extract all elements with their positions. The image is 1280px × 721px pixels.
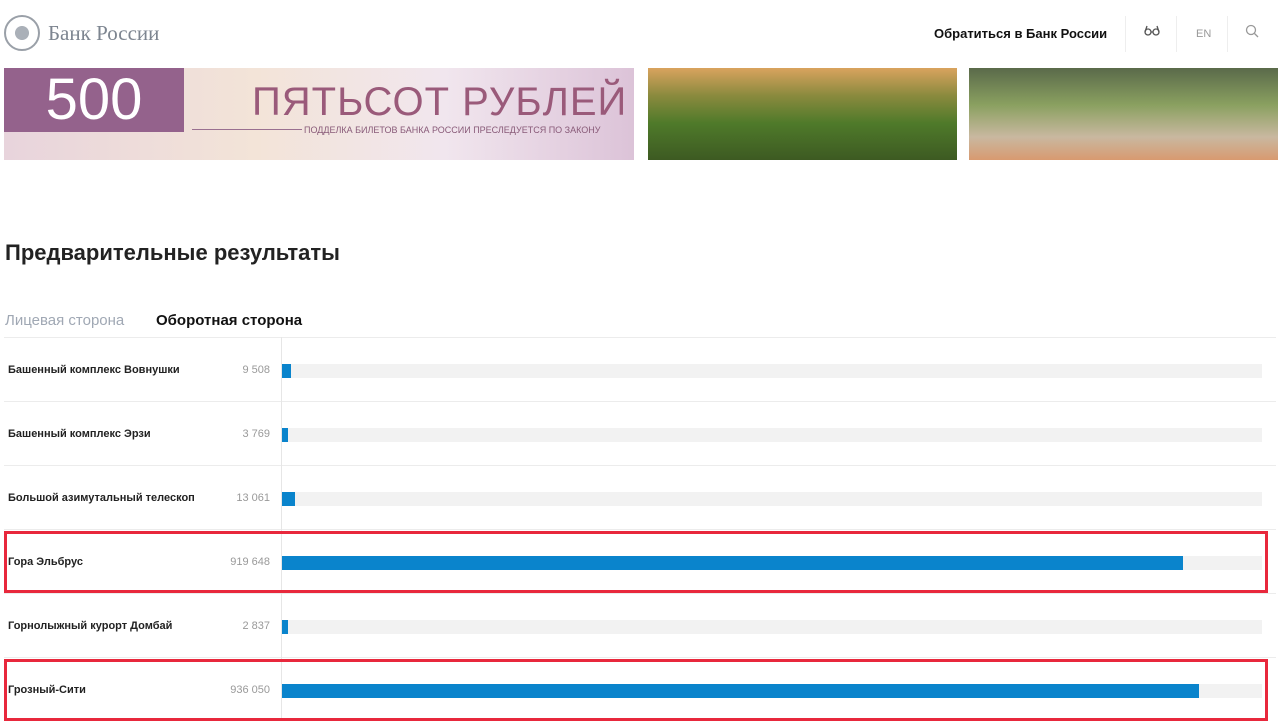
result-row: Гора Эльбрус 919 648: [4, 529, 1276, 593]
row-label: Гора Эльбрус: [8, 556, 83, 568]
highlight-box: [4, 531, 1268, 593]
banknote-subtitle: ПОДДЕЛКА БИЛЕТОВ БАНКА РОССИИ ПРЕСЛЕДУЕТ…: [304, 125, 601, 135]
search-icon[interactable]: [1245, 24, 1259, 41]
tab-front-side[interactable]: Лицевая сторона: [5, 312, 125, 329]
mountain-photo: [648, 68, 957, 160]
eagle-emblem-icon: [4, 15, 40, 51]
bar: [282, 364, 292, 378]
decor-line: [192, 129, 302, 130]
tab-back-side[interactable]: Оборотная сторона: [156, 312, 303, 329]
denomination: 500: [4, 68, 184, 132]
divider: [1227, 16, 1228, 52]
row-label: Горнолыжный курорт Домбай: [8, 620, 173, 632]
result-row: Башенный комплекс Вовнушки 9 508: [4, 337, 1276, 401]
result-row: Большой азимутальный телескоп 13 061: [4, 465, 1276, 529]
bar: [282, 620, 288, 634]
result-row: Горнолыжный курорт Домбай 2 837: [4, 593, 1276, 657]
header: Банк России Обратиться в Банк России EN: [0, 0, 1280, 66]
bar: [282, 492, 295, 506]
row-value: 9 508: [242, 364, 270, 376]
glasses-icon[interactable]: [1144, 24, 1160, 39]
row-label: Башенный комплекс Эрзи: [8, 428, 151, 440]
divider: [1125, 16, 1126, 52]
row-label: Большой азимутальный телескоп: [8, 492, 195, 504]
logo-text: Банк России: [48, 20, 160, 45]
row-value: 3 769: [242, 428, 270, 440]
banknote-500-image: 500 ПЯТЬСОТ РУБЛЕЙ ПОДДЕЛКА БИЛЕТОВ БАНК…: [4, 68, 634, 160]
row-value: 13 061: [236, 492, 270, 504]
divider: [1176, 16, 1177, 52]
row-label: Грозный-Сити: [8, 684, 86, 696]
highlight-box: [4, 659, 1268, 721]
bar-track: [282, 364, 1262, 378]
bar-track: [282, 492, 1262, 506]
bar: [282, 684, 1200, 698]
bar: [282, 428, 288, 442]
row-value: 919 648: [230, 556, 270, 568]
bar-track: [282, 684, 1262, 698]
banknote-title: ПЯТЬСОТ РУБЛЕЙ: [252, 80, 628, 124]
axis-line: [281, 337, 282, 719]
contact-bank-link[interactable]: Обратиться в Банк России: [934, 26, 1108, 41]
bar-track: [282, 556, 1262, 570]
bar-track: [282, 620, 1262, 634]
bar: [282, 556, 1184, 570]
result-row: Грозный-Сити 936 050: [4, 657, 1276, 721]
row-label: Башенный комплекс Вовнушки: [8, 364, 180, 376]
page-title: Предварительные результаты: [5, 240, 340, 265]
results-list: Башенный комплекс Вовнушки 9 508 Башенны…: [4, 337, 1276, 721]
row-value: 2 837: [242, 620, 270, 632]
result-row: Башенный комплекс Эрзи 3 769: [4, 401, 1276, 465]
language-switch[interactable]: EN: [1196, 28, 1212, 40]
logo[interactable]: Банк России: [4, 15, 159, 51]
bar-track: [282, 428, 1262, 442]
row-value: 936 050: [230, 684, 270, 696]
monument-photo: [969, 68, 1278, 160]
